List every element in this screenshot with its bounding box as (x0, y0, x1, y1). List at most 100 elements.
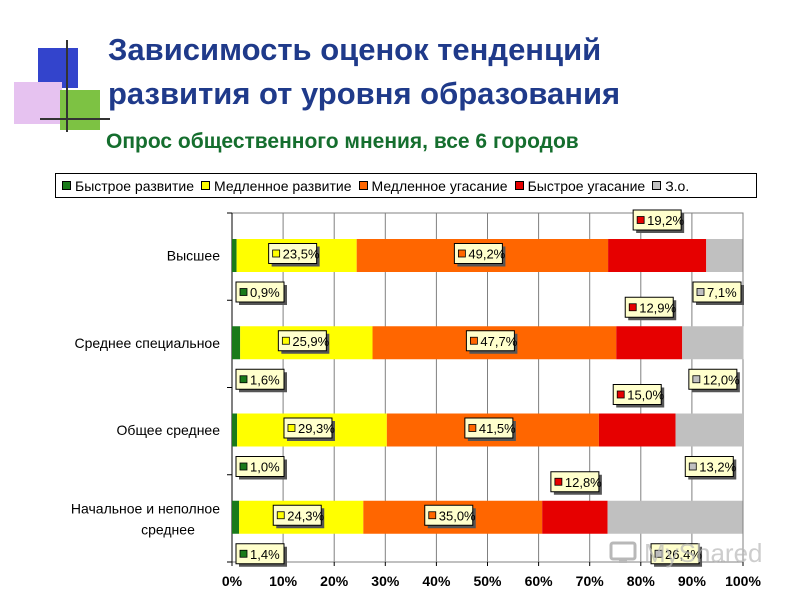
bar-segment (232, 413, 238, 447)
data-label-box (453, 243, 503, 264)
data-label-swatch (457, 249, 466, 258)
legend-item: Медленное развитие (201, 177, 352, 194)
data-label: 0,9% (250, 285, 280, 300)
data-label-swatch (272, 249, 281, 258)
x-tick-label: 0% (222, 573, 243, 589)
bar-segment (542, 500, 608, 534)
legend-swatch (514, 181, 524, 190)
x-tick-label: 80% (627, 573, 656, 589)
data-label: 29,3% (298, 421, 335, 436)
data-label-swatch (688, 462, 697, 471)
data-label-swatch (239, 375, 248, 384)
page-subtitle: Опрос общественного мнения, все 6 городо… (106, 130, 579, 153)
legend-label: З.о. (665, 177, 690, 194)
data-label-box (268, 243, 318, 264)
legend-label: Медленное развитие (214, 177, 352, 194)
data-label-box (424, 504, 474, 526)
bar-segment (598, 413, 676, 447)
data-label: 49,2% (468, 247, 505, 262)
data-label-box (235, 456, 285, 477)
data-label: 1,0% (250, 460, 280, 475)
legend-item: З.о. (652, 178, 689, 194)
bar-segment (682, 326, 744, 360)
deco-square-pink (14, 82, 62, 124)
data-label: 35,0% (439, 508, 476, 523)
data-label-box (650, 543, 700, 565)
data-label-swatch (636, 216, 645, 224)
data-label: 1,6% (250, 372, 280, 387)
data-label-box (283, 417, 333, 439)
data-label: 19,2% (647, 213, 684, 228)
category-label: Высшее (167, 248, 220, 264)
data-label-swatch (428, 511, 437, 520)
data-label: 13,2% (699, 460, 736, 475)
data-label-swatch (239, 462, 248, 471)
data-label: 23,5% (283, 247, 320, 262)
legend-swatch (201, 181, 211, 190)
bar-segment (232, 239, 237, 272)
data-label-swatch (281, 336, 290, 345)
x-tick-label: 60% (525, 573, 554, 589)
bar-segment (675, 413, 743, 447)
data-label-box (692, 281, 742, 303)
category-label: Среднее специальное (75, 335, 221, 351)
title-line-1: Зависимость оценок тенденций (108, 32, 602, 67)
legend-swatch (358, 181, 368, 190)
x-tick-label: 100% (725, 573, 761, 589)
data-label-swatch (469, 336, 478, 345)
deco-square-blue (38, 48, 78, 88)
data-label-swatch (239, 549, 248, 558)
data-label-box (550, 471, 600, 493)
x-tick-label: 10% (269, 573, 298, 589)
bar-segment (608, 239, 707, 272)
data-label: 15,0% (627, 388, 664, 403)
data-label-box (235, 368, 285, 390)
data-label-swatch (554, 477, 563, 486)
data-label: 25,9% (292, 334, 329, 349)
data-label-swatch (616, 390, 625, 399)
data-label-box (235, 281, 285, 303)
data-label: 12,9% (639, 300, 676, 315)
legend-label: Быстрое угасание (527, 177, 646, 194)
data-label-swatch (692, 375, 701, 384)
legend-item: Быстрое угасание (514, 177, 646, 194)
page-title: Зависимость оценок тенденций развития от… (108, 28, 620, 116)
data-label: 41,5% (479, 421, 516, 436)
data-label-box (465, 330, 515, 352)
watermark-icon (609, 541, 637, 563)
legend-item: Медленное угасание (358, 178, 508, 194)
data-label-swatch (287, 424, 296, 432)
data-label-box (277, 330, 327, 352)
data-label-box (612, 384, 662, 405)
data-label-swatch (696, 288, 705, 296)
data-label-box (464, 417, 514, 439)
watermark-text: MyShared (644, 538, 763, 568)
data-label-swatch (239, 288, 248, 296)
deco-line-horizontal (40, 118, 110, 120)
legend-swatch (62, 181, 71, 190)
x-tick-label: 40% (422, 573, 451, 589)
legend-swatch (652, 181, 662, 190)
x-tick-label: 20% (320, 573, 349, 589)
x-tick-label: 90% (678, 573, 707, 589)
title-line-2: развития от уровня образования (108, 76, 621, 111)
data-label: 7,1% (707, 285, 737, 300)
data-label: 24,3% (287, 508, 324, 523)
bar-segment (616, 326, 683, 360)
x-tick-label: 70% (576, 573, 605, 589)
x-tick-label: 30% (371, 573, 400, 589)
x-tick-label: 50% (473, 573, 502, 589)
bar-segment (232, 326, 241, 360)
bar-segment (232, 500, 240, 534)
data-label-box (272, 504, 322, 526)
legend-item: Быстрое развитие (62, 178, 194, 194)
legend-label: Быстрое развитие (75, 177, 195, 194)
data-label-box (632, 209, 682, 231)
corner-decoration (0, 0, 110, 140)
data-label: 12,0% (703, 372, 740, 387)
category-label: Общее среднее (117, 422, 221, 438)
data-label-swatch (628, 303, 637, 312)
chart-legend: Быстрое развитие Медленное развитие Медлен… (55, 173, 757, 198)
deco-line-vertical (66, 40, 68, 132)
